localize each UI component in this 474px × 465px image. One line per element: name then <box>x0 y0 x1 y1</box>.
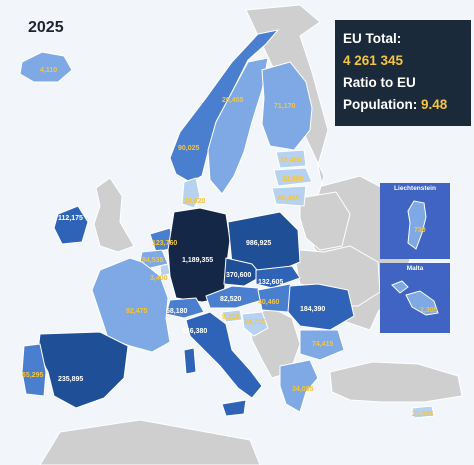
malta-shape <box>391 280 439 316</box>
region-estonia[interactable] <box>275 149 307 169</box>
liechtenstein-shape <box>407 200 427 250</box>
label-romania: 184,390 <box>300 306 325 313</box>
label-portugal: 65,295 <box>22 372 44 379</box>
region-italy[interactable] <box>185 311 263 399</box>
eu-total-value: 4 261 345 <box>343 53 404 68</box>
region-belgium[interactable] <box>139 249 169 269</box>
label-ireland: 112,175 <box>58 215 83 222</box>
label-poland: 986,925 <box>246 240 271 247</box>
ratio-line: Population: 9.48 <box>343 94 471 116</box>
region-north-africa[interactable] <box>39 419 261 465</box>
label-bulgaria: 74,415 <box>312 341 334 348</box>
region-greece[interactable] <box>279 359 319 413</box>
label-france: 92,475 <box>126 308 148 315</box>
label-spain: 235,895 <box>58 376 83 383</box>
region-sicily[interactable] <box>221 399 247 417</box>
label-belgium: 84,535 <box>142 257 164 264</box>
label-luxembourg: 3,400 <box>150 275 168 282</box>
value-labels: 4,110 90,025 26,455 71,170 33,450 32,800… <box>22 67 434 418</box>
liechtenstein-value: 730 <box>414 227 426 234</box>
label-denmark: 38,820 <box>184 198 206 205</box>
label-italy: 166,380 <box>182 328 207 335</box>
ratio-value: 9.48 <box>421 97 448 112</box>
region-latvia[interactable] <box>273 167 313 187</box>
region-sardinia[interactable] <box>183 347 197 375</box>
region-croatia[interactable] <box>241 311 269 337</box>
region-turkey[interactable] <box>329 361 463 403</box>
region-romania[interactable] <box>287 283 355 331</box>
label-finland: 71,170 <box>274 103 296 110</box>
label-slovakia: 132,605 <box>258 279 283 286</box>
label-czechia: 370,600 <box>226 272 251 279</box>
malta-inset[interactable]: Malta 2,305 <box>380 263 450 333</box>
region-belarus[interactable] <box>299 191 351 251</box>
label-lithuania: 60,455 <box>278 195 300 202</box>
label-cyprus: 21,325 <box>412 411 434 418</box>
label-norway: 90,025 <box>178 145 200 152</box>
region-germany[interactable] <box>167 207 231 303</box>
population-label: Population: <box>343 97 418 112</box>
label-croatia: 24,715 <box>244 319 266 326</box>
liechtenstein-inset[interactable]: Liechtenstein 730 <box>380 183 450 259</box>
region-bulgaria[interactable] <box>299 329 345 361</box>
region-finland[interactable] <box>261 61 313 151</box>
label-netherlands: 123,760 <box>152 240 177 247</box>
region-cyprus[interactable] <box>411 405 435 419</box>
region-czechia[interactable] <box>223 257 263 287</box>
region-lithuania[interactable] <box>271 185 307 207</box>
region-iceland[interactable] <box>19 51 73 83</box>
region-denmark[interactable] <box>181 177 201 209</box>
region-uk[interactable] <box>93 177 135 253</box>
label-estonia: 33,450 <box>280 157 302 164</box>
label-slovenia: 9,115 <box>222 314 239 321</box>
label-sweden: 26,455 <box>222 97 244 104</box>
label-austria: 82,520 <box>220 296 242 303</box>
label-hungary: 40,460 <box>258 299 280 306</box>
eu-total-panel: EU Total: 4 261 345 Ratio to EU Populati… <box>335 20 471 126</box>
malta-title: Malta <box>406 265 424 272</box>
region-slovenia[interactable] <box>221 309 243 323</box>
label-switzerland: 68,180 <box>166 308 188 315</box>
label-latvia: 32,800 <box>282 176 304 183</box>
label-iceland: 4,110 <box>40 67 57 74</box>
ratio-label: Ratio to EU <box>343 75 416 90</box>
eu-total-label: EU Total: <box>343 31 402 46</box>
region-portugal[interactable] <box>21 343 47 397</box>
year-title: 2025 <box>28 19 64 36</box>
region-slovakia[interactable] <box>255 265 301 289</box>
malta-value: 2,305 <box>420 307 438 314</box>
liechtenstein-title: Liechtenstein <box>394 185 436 192</box>
label-germany: 1,189,355 <box>182 257 213 264</box>
region-france[interactable] <box>91 257 171 353</box>
label-greece: 34,085 <box>292 386 314 393</box>
region-ireland[interactable] <box>53 205 89 245</box>
